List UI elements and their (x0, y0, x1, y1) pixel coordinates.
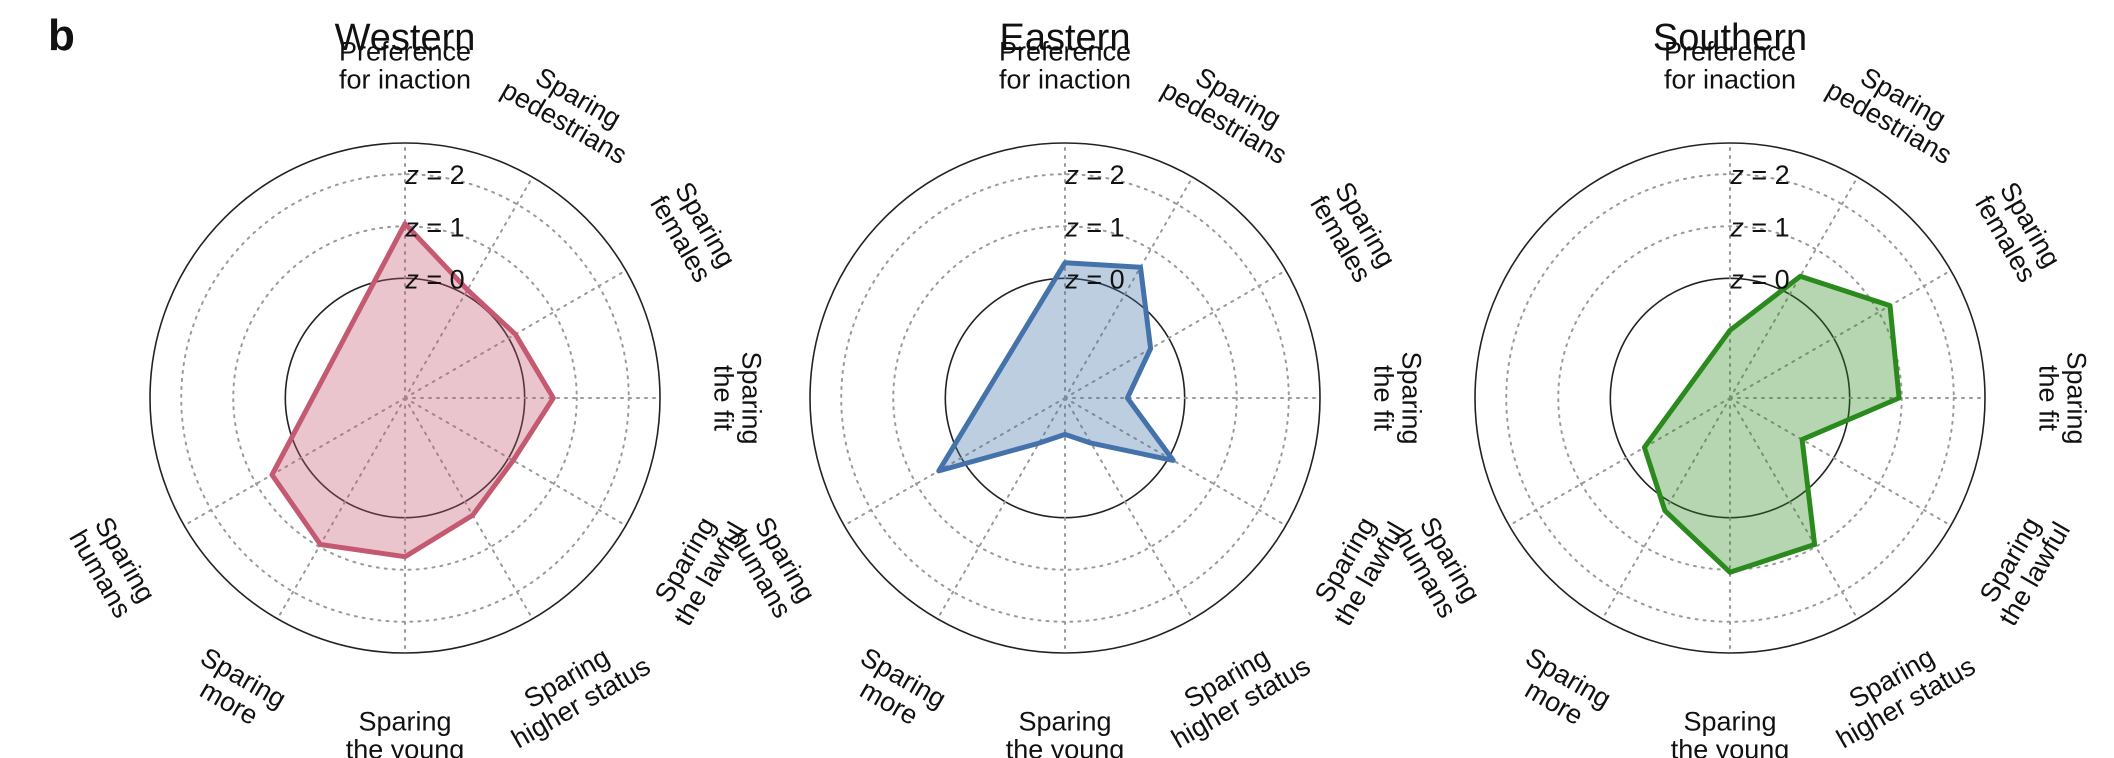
axis-label-sparing-pedestrians: Sparingpedestrians (1821, 50, 1971, 170)
ring-label-z1: z = 1 (1064, 212, 1124, 242)
axis-label-sparing-higher-status: Sparinghigher status (492, 626, 655, 754)
chart-title: Western (335, 17, 476, 59)
axis-label-sparing-the-fit: Sparingthe fit (2033, 351, 2091, 444)
radar-chart-southern: Southern z = 0 z = 1 z = 2 Preference for ina… (1388, 17, 2091, 758)
axis-label-sparing-higher-status: Sparinghigher status (1152, 626, 1315, 754)
axis-label-sparing-more: Sparingmore (841, 642, 951, 739)
series-polygon-southern (1641, 273, 1902, 575)
axis-label-sparing-the-young: Sparing the young (1671, 706, 1790, 758)
spoke-sparing-pedestrians (1064, 176, 1194, 399)
series-polygon-eastern (936, 260, 1176, 474)
axis-label-sparing-the-young: Sparing the young (1006, 706, 1125, 758)
spoke-sparing-humans (843, 397, 1066, 527)
ring-label-z2: z = 2 (404, 160, 464, 190)
axis-label-sparing-more: Sparingmore (181, 642, 291, 739)
spoke-sparing-more (936, 397, 1066, 620)
ring-label-z2: z = 2 (1729, 160, 1789, 190)
ring-gridline-z1 (1557, 225, 1903, 571)
axis-label-sparing-humans: Sparinghumans (63, 511, 162, 623)
outer-circle (809, 142, 1321, 654)
ring-gridline-z1 (892, 225, 1238, 571)
axis-label-sparing-the-lawful: Sparingthe lawful (1968, 503, 2076, 631)
axis-label-sparing-the-fit: Sparingthe fit (1368, 351, 1426, 444)
outer-circle (149, 142, 661, 654)
panel-letter: b (48, 11, 75, 60)
axis-label-sparing-pedestrians: Sparingpedestrians (496, 50, 646, 170)
spoke-sparing-more (276, 397, 406, 620)
ring-label-z0: z = 0 (1729, 264, 1789, 294)
spoke-sparing-higher-status (1064, 397, 1194, 620)
spoke-sparing-the-lawful (1729, 397, 1952, 527)
axis-label-sparing-females: Sparingfemales (1969, 176, 2067, 287)
axis-label-sparing-females: Sparingfemales (644, 176, 742, 287)
spoke-sparing-higher-status (404, 397, 534, 620)
spoke-sparing-females (1729, 269, 1952, 399)
ring-label-z2: z = 2 (1064, 160, 1124, 190)
spoke-sparing-the-lawful (404, 397, 627, 527)
series-polygon-western (269, 221, 556, 560)
ring-label-z0: z = 0 (1064, 264, 1124, 294)
radar-chart-eastern: Eastern z = 0 z = 1 z = 2 Preference for inac… (723, 17, 1426, 758)
axis-label-preference-for-inaction: Preference for inaction (999, 36, 1131, 94)
axis-label-sparing-the-young: Sparing the young (346, 706, 465, 758)
axis-label-preference-for-inaction: Preference for inaction (1664, 36, 1796, 94)
radar-chart-western: Western z = 0 z = 1 z = 2 Preference for inac… (63, 17, 766, 758)
spoke-sparing-pedestrians (404, 176, 534, 399)
axis-label-sparing-more: Sparingmore (1506, 642, 1616, 739)
spoke-sparing-pedestrians (1729, 176, 1859, 399)
spoke-sparing-humans (1508, 397, 1731, 527)
ring-label-z1: z = 1 (1729, 212, 1789, 242)
axis-label-sparing-females: Sparingfemales (1304, 176, 1402, 287)
axis-label-preference-for-inaction: Preference for inaction (339, 36, 471, 94)
ring-label-z1: z = 1 (404, 212, 464, 242)
ring-label-z0: z = 0 (404, 264, 464, 294)
axis-label-sparing-the-fit: Sparingthe fit (708, 351, 766, 444)
axis-label-sparing-higher-status: Sparinghigher status (1817, 626, 1980, 754)
axis-label-sparing-the-lawful: Sparingthe lawful (643, 503, 751, 631)
chart-title: Southern (1653, 17, 1807, 59)
axis-label-sparing-the-lawful: Sparingthe lawful (1303, 503, 1411, 631)
chart-title: Eastern (1000, 17, 1131, 59)
spoke-sparing-the-lawful (1064, 397, 1287, 527)
spoke-sparing-higher-status (1729, 397, 1859, 620)
outer-circle (1474, 142, 1986, 654)
axis-label-sparing-pedestrians: Sparingpedestrians (1156, 50, 1306, 170)
spoke-sparing-females (1064, 269, 1287, 399)
axis-label-sparing-humans: Sparinghumans (1388, 511, 1487, 623)
spoke-sparing-humans (183, 397, 406, 527)
